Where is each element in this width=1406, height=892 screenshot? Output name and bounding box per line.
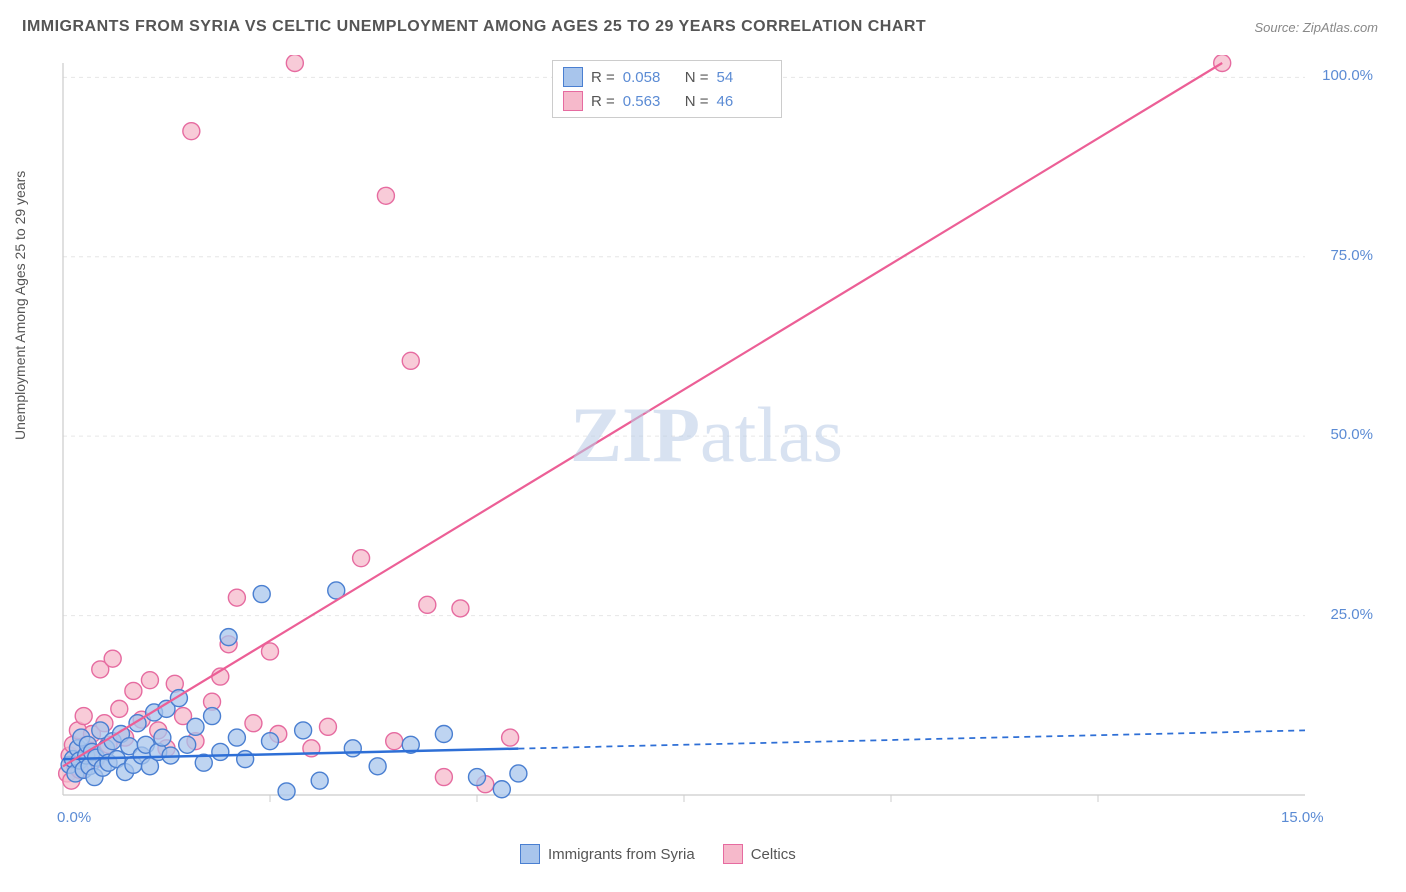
y-tick: 50.0%	[1313, 426, 1373, 443]
n-value: 54	[717, 69, 771, 86]
plot-svg	[55, 55, 1375, 825]
legend-series: Immigrants from Syria Celtics	[520, 844, 796, 864]
chart-title: IMMIGRANTS FROM SYRIA VS CELTIC UNEMPLOY…	[22, 18, 926, 36]
legend-swatch	[563, 67, 583, 87]
r-value: 0.563	[623, 93, 677, 110]
n-label: N =	[685, 93, 709, 110]
legend-stat-row: R = 0.563 N = 46	[563, 89, 771, 113]
n-value: 46	[717, 93, 771, 110]
legend-swatch	[563, 91, 583, 111]
legend-label: Celtics	[751, 846, 796, 863]
source-attribution: Source: ZipAtlas.com	[1254, 20, 1378, 35]
x-tick: 0.0%	[57, 809, 91, 826]
y-tick: 25.0%	[1313, 606, 1373, 623]
y-tick: 100.0%	[1313, 67, 1373, 84]
legend-swatch	[723, 844, 743, 864]
legend-item: Celtics	[723, 844, 796, 864]
x-tick: 15.0%	[1281, 809, 1324, 826]
scatter-plot-area	[55, 55, 1375, 825]
r-value: 0.058	[623, 69, 677, 86]
legend-stat-row: R = 0.058 N = 54	[563, 65, 771, 89]
y-axis-label: Unemployment Among Ages 25 to 29 years	[12, 171, 28, 440]
r-label: R =	[591, 69, 615, 86]
legend-item: Immigrants from Syria	[520, 844, 695, 864]
legend-swatch	[520, 844, 540, 864]
r-label: R =	[591, 93, 615, 110]
legend-stats-box: R = 0.058 N = 54 R = 0.563 N = 46	[552, 60, 782, 118]
n-label: N =	[685, 69, 709, 86]
y-tick: 75.0%	[1313, 247, 1373, 264]
legend-label: Immigrants from Syria	[548, 846, 695, 863]
